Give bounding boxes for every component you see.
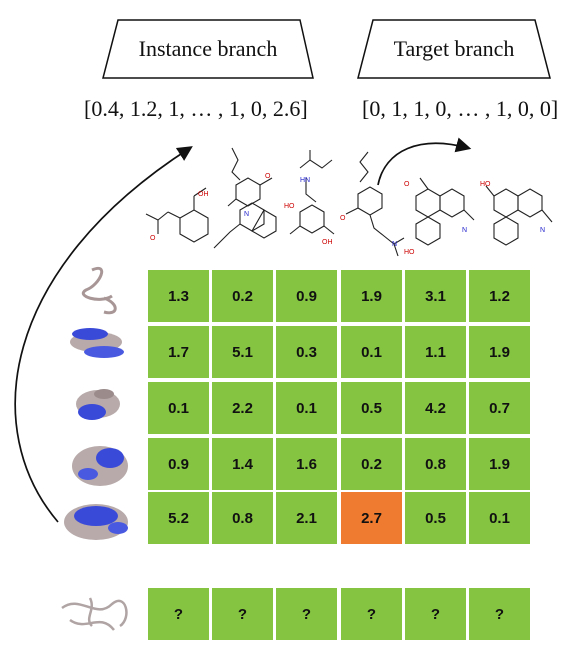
query-cell: ? bbox=[341, 588, 402, 640]
matrix-cell: 2.2 bbox=[212, 382, 273, 434]
query-cell: ? bbox=[276, 588, 337, 640]
matrix-cell: 1.9 bbox=[469, 326, 530, 378]
acebutolol-o: O bbox=[340, 215, 346, 222]
matrix-cell: 1.3 bbox=[148, 270, 209, 322]
salbutamol-oh: OH bbox=[322, 239, 333, 246]
aspirin-molecule-icon bbox=[145, 187, 209, 243]
matrix-cell: 1.7 bbox=[148, 326, 209, 378]
matrix-cell: 0.3 bbox=[276, 326, 337, 378]
query-cell: ? bbox=[469, 588, 530, 640]
protein-complex-icon-2 bbox=[76, 389, 120, 420]
query-cell: ? bbox=[212, 588, 273, 640]
matrix-cell: 1.9 bbox=[341, 270, 402, 322]
target-vector: [0, 1, 1, 0, … , 1, 0, 0] bbox=[362, 96, 559, 121]
instance-branch-box bbox=[102, 19, 314, 79]
salbutamol-molecule-icon bbox=[289, 150, 335, 235]
matrix-cell: 2.1 bbox=[276, 492, 337, 544]
sildenafil-o: O bbox=[265, 173, 271, 180]
matrix-cell: 0.8 bbox=[405, 438, 466, 490]
instance-branch-label: Instance branch bbox=[138, 36, 278, 61]
aspirin-o: O bbox=[150, 235, 156, 242]
matrix-cell: 4.2 bbox=[405, 382, 466, 434]
matrix-cell: 1.2 bbox=[469, 270, 530, 322]
matrix-cell: 0.7 bbox=[469, 382, 530, 434]
query-protein-icon bbox=[61, 597, 128, 631]
protein-complex-icon-3 bbox=[72, 446, 128, 486]
matrix-cell: 0.1 bbox=[148, 382, 209, 434]
salbutamol-ho: HO bbox=[284, 203, 295, 210]
matrix-cell: 0.5 bbox=[341, 382, 402, 434]
matrix-cell: 0.9 bbox=[276, 270, 337, 322]
codeine-ho: HO bbox=[404, 249, 415, 256]
query-cell: ? bbox=[405, 588, 466, 640]
acebutolol-molecule-icon bbox=[345, 151, 405, 257]
codeine-n: N bbox=[462, 227, 467, 234]
matrix-cell: 0.5 bbox=[405, 492, 466, 544]
matrix-cell: 1.6 bbox=[276, 438, 337, 490]
matrix-cell: 1.9 bbox=[469, 438, 530, 490]
query-cell: ? bbox=[148, 588, 209, 640]
instance-vector: [0.4, 1.2, 1, … , 1, 0, 2.6] bbox=[84, 96, 308, 121]
morphine-molecule-icon bbox=[485, 185, 553, 246]
target-branch-box bbox=[357, 19, 551, 79]
matrix-cell: 0.2 bbox=[341, 438, 402, 490]
sildenafil-n: N bbox=[244, 211, 249, 218]
sildenafil-molecule-icon bbox=[213, 147, 277, 249]
matrix-cell: 2.7 bbox=[341, 492, 402, 544]
small-protein-icon bbox=[81, 266, 117, 315]
codeine-molecule-icon bbox=[415, 177, 475, 246]
protein-complex-icon-4 bbox=[64, 504, 128, 540]
salbutamol-hn: HN bbox=[300, 177, 310, 184]
morphine-ho: HO bbox=[480, 181, 491, 188]
matrix-cell: 5.1 bbox=[212, 326, 273, 378]
matrix-cell: 1.1 bbox=[405, 326, 466, 378]
matrix-cell: 0.1 bbox=[469, 492, 530, 544]
matrix-cell: 0.1 bbox=[341, 326, 402, 378]
matrix-cell: 0.2 bbox=[212, 270, 273, 322]
matrix-cell: 1.4 bbox=[212, 438, 273, 490]
matrix-cell: 0.8 bbox=[212, 492, 273, 544]
morphine-n: N bbox=[540, 227, 545, 234]
target-branch-label: Target branch bbox=[393, 36, 515, 61]
matrix-cell: 3.1 bbox=[405, 270, 466, 322]
matrix-cell: 0.9 bbox=[148, 438, 209, 490]
protein-complex-icon-1 bbox=[70, 328, 124, 358]
instance-arrow bbox=[14, 146, 193, 523]
matrix-cell: 5.2 bbox=[148, 492, 209, 544]
target-arrow bbox=[377, 137, 472, 186]
acebutolol-n: N bbox=[392, 241, 397, 248]
aspirin-oh: OH bbox=[198, 191, 209, 198]
matrix-cell: 0.1 bbox=[276, 382, 337, 434]
codeine-o: O bbox=[404, 181, 410, 188]
